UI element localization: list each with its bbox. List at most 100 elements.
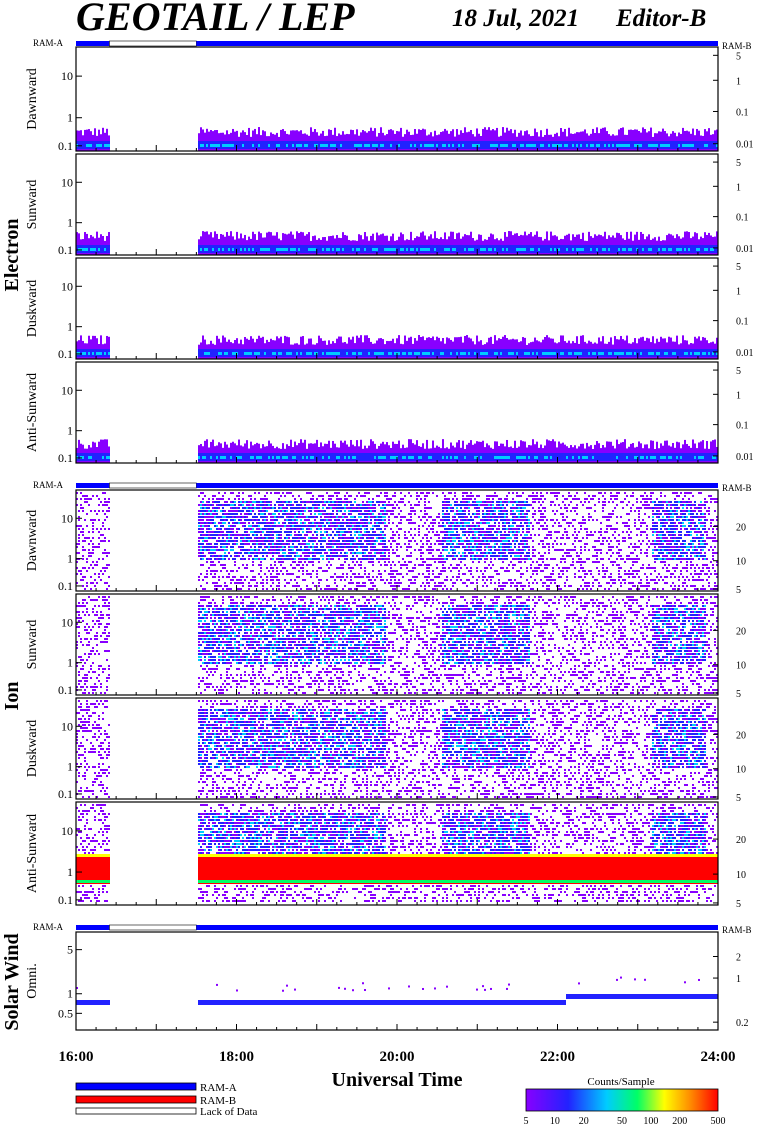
heat-cell: [300, 504, 302, 506]
heat-cell: [228, 576, 230, 578]
heat-cell: [82, 531, 84, 533]
heat-cell: [344, 440, 346, 463]
heat-cell: [562, 352, 564, 355]
heat-cell: [438, 141, 440, 149]
heat-cell: [230, 537, 232, 539]
heat-cell: [210, 441, 212, 463]
heat-cell: [532, 248, 534, 251]
heat-cell: [248, 127, 250, 151]
heat-cell: [290, 525, 292, 527]
heat-cell: [334, 245, 336, 253]
right-tick-label: 5: [736, 366, 741, 377]
heat-cell: [310, 546, 312, 548]
heat-cell: [636, 129, 638, 151]
heat-cell: [300, 555, 302, 557]
heat-cell: [600, 141, 602, 149]
heat-cell: [242, 144, 244, 147]
heat-cell: [266, 579, 268, 581]
heat-cell: [360, 352, 362, 355]
heat-cell: [314, 453, 316, 461]
heat-cell: [268, 528, 270, 530]
heat-cell: [338, 549, 340, 551]
heat-cell: [260, 534, 262, 536]
heat-cell: [206, 525, 208, 527]
heat-cell: [350, 519, 352, 521]
heat-cell: [290, 439, 292, 463]
heat-cell: [320, 549, 322, 551]
heat-cell: [266, 588, 268, 590]
heat-cell: [296, 516, 298, 518]
heat-cell: [264, 501, 266, 503]
heat-cell: [232, 531, 234, 533]
heat-cell: [312, 498, 314, 500]
heat-cell: [260, 248, 262, 251]
heat-cell: [354, 558, 356, 560]
heat-cell: [222, 567, 224, 569]
heat-cell: [224, 564, 226, 566]
heat-cell: [362, 507, 364, 509]
heat-cell: [546, 141, 548, 149]
heat-cell: [296, 231, 298, 255]
heat-cell: [616, 232, 618, 255]
heat-cell: [326, 552, 328, 554]
heat-cell: [310, 127, 312, 151]
heat-cell: [334, 534, 336, 536]
heat-cell: [202, 456, 204, 459]
heat-cell: [200, 507, 202, 509]
heat-cell: [234, 453, 236, 461]
heat-cell: [222, 537, 224, 539]
heat-cell: [702, 245, 704, 253]
heat-cell: [360, 516, 362, 518]
heat-cell: [602, 453, 604, 461]
heat-cell: [300, 336, 302, 359]
heat-cell: [290, 534, 292, 536]
heat-cell: [310, 588, 312, 590]
heat-cell: [634, 338, 636, 359]
heat-cell: [246, 507, 248, 509]
heat-cell: [264, 549, 266, 551]
heat-cell: [228, 513, 230, 515]
heat-cell: [642, 233, 644, 255]
heat-cell: [352, 549, 354, 551]
heat-cell: [236, 338, 238, 359]
heat-cell: [250, 555, 252, 557]
heat-cell: [408, 245, 410, 253]
heat-cell: [704, 232, 706, 255]
heat-cell: [418, 352, 420, 355]
heat-cell: [82, 510, 84, 512]
heat-cell: [224, 245, 226, 253]
heat-cell: [274, 549, 276, 551]
heat-cell: [224, 582, 226, 584]
heat-cell: [368, 537, 370, 539]
heat-cell: [280, 570, 282, 572]
heat-cell: [324, 349, 326, 357]
heat-cell: [356, 129, 358, 151]
heat-cell: [398, 440, 400, 463]
heat-cell: [640, 337, 642, 359]
heat-cell: [302, 501, 304, 503]
heat-cell: [316, 501, 318, 503]
heat-cell: [254, 552, 256, 554]
heat-cell: [264, 453, 266, 461]
heat-cell: [198, 576, 200, 578]
heat-cell: [90, 349, 92, 357]
heat-cell: [608, 248, 610, 251]
left-tick-label: 1: [67, 424, 73, 438]
heat-cell: [230, 570, 232, 572]
heat-cell: [334, 492, 336, 494]
heat-cell: [570, 453, 572, 461]
heat-cell: [292, 144, 294, 147]
heat-cell: [418, 335, 420, 359]
heat-cell: [78, 130, 80, 151]
heat-cell: [380, 127, 382, 151]
heat-cell: [334, 552, 336, 554]
heat-cell: [306, 570, 308, 572]
heat-cell: [108, 245, 110, 253]
heat-cell: [300, 144, 302, 147]
heat-cell: [240, 576, 242, 578]
heat-cell: [526, 130, 528, 151]
heat-cell: [456, 337, 458, 359]
heat-cell: [480, 234, 482, 255]
heat-cell: [532, 352, 534, 355]
heat-cell: [716, 245, 718, 253]
